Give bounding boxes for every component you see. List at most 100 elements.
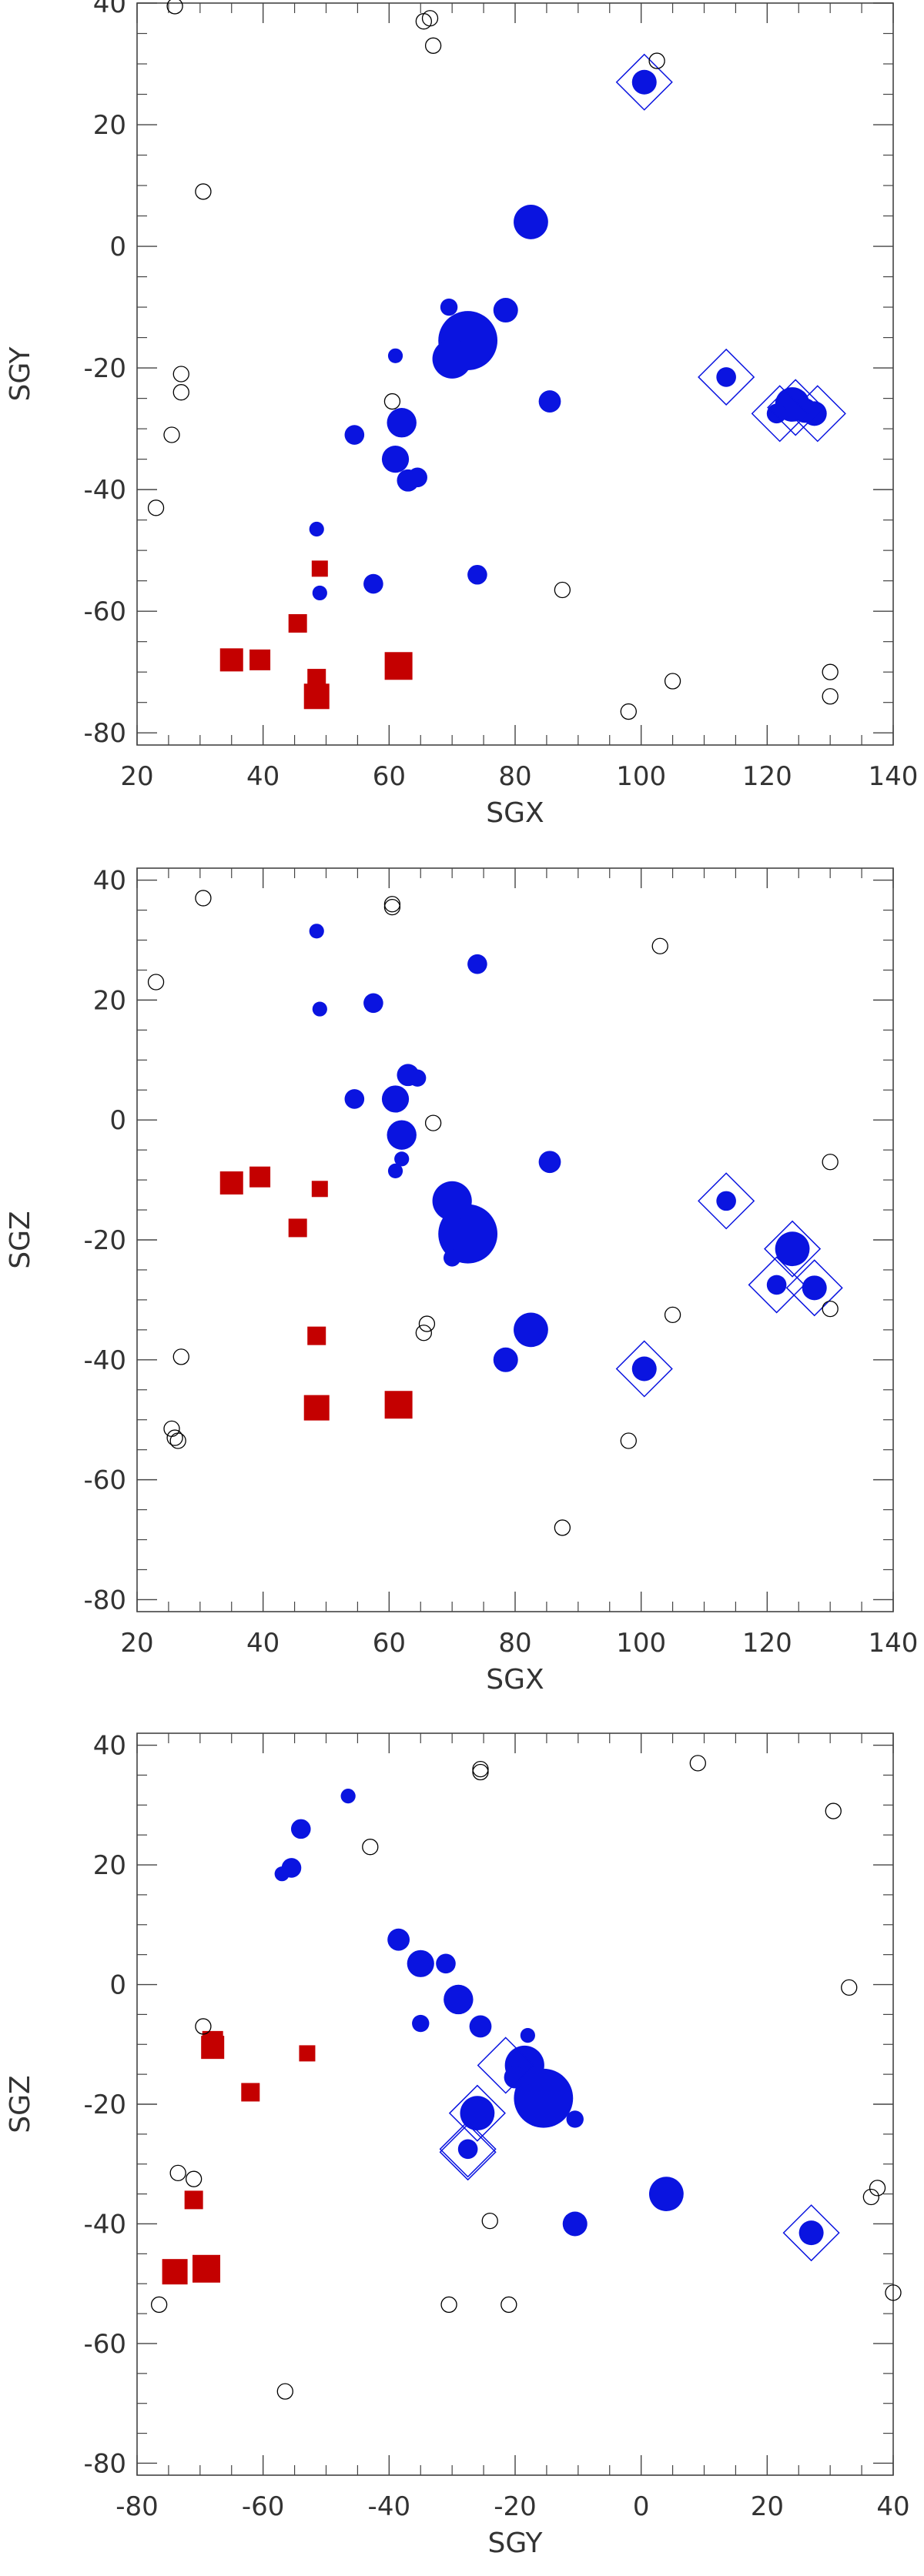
galaxy-point-diamond (615, 1340, 673, 1398)
galaxy-point-square (311, 1181, 328, 1198)
galaxy-point-open (554, 1519, 571, 1536)
galaxy-point-filled (387, 348, 403, 363)
galaxy-point-filled (443, 1249, 461, 1267)
galaxy-point-filled (408, 1069, 427, 1087)
galaxy-point-open (862, 2188, 880, 2206)
galaxy-point-filled (460, 2096, 495, 2131)
x-tick-label: 140 (869, 1628, 919, 1659)
galaxy-point-filled (444, 1984, 474, 2015)
galaxy-point-open (147, 974, 165, 991)
galaxy-point-open (620, 703, 637, 720)
galaxy-point-open (383, 898, 401, 916)
galaxy-point-filled (436, 1953, 456, 1974)
galaxy-point-filled (381, 446, 410, 473)
galaxy-point-filled (344, 425, 365, 445)
galaxy-point-filled (387, 408, 417, 438)
galaxy-point-diamond (767, 379, 825, 436)
x-tick-label: 80 (498, 761, 531, 792)
y-tick-label: -60 (83, 1465, 126, 1496)
galaxy-point-filled (566, 2110, 584, 2128)
y-tick-label: 40 (93, 0, 126, 19)
y-tick-label: -20 (83, 2090, 126, 2120)
galaxy-point-filled (363, 993, 383, 1014)
galaxy-point-open (172, 366, 189, 383)
x-axis-label: SGY (488, 2528, 544, 2559)
galaxy-point-diamond (788, 385, 846, 443)
x-tick-label: 60 (373, 1628, 406, 1659)
x-tick-label: 40 (246, 761, 280, 792)
galaxy-point-filled (802, 401, 827, 426)
x-tick-label: 20 (120, 761, 153, 792)
galaxy-point-open (195, 890, 212, 907)
y-tick-label: -60 (83, 2329, 126, 2360)
galaxy-point-filled (387, 1928, 410, 1951)
galaxy-point-square (241, 2083, 260, 2102)
y-tick-label: -40 (83, 475, 126, 506)
galaxy-point-filled (290, 1819, 311, 1839)
x-tick-label: 40 (876, 2491, 909, 2522)
galaxy-point-open (415, 1325, 432, 1341)
x-tick-label: 20 (120, 1628, 153, 1659)
galaxy-point-open (648, 52, 665, 69)
panel-sgx-sgz: 20 40 60 80 100 120 140 -80 -60 -40 -20 0 20 40 SGX SGZ (5, 866, 918, 1696)
galaxy-point-square (303, 1395, 330, 1421)
y-tick-label: -80 (83, 2448, 126, 2479)
galaxy-point-filled (274, 1866, 290, 1882)
galaxy-point-square (219, 648, 243, 672)
galaxy-point-square (249, 1166, 271, 1188)
galaxy-point-open (169, 2164, 186, 2182)
x-tick-label: 140 (869, 761, 919, 792)
galaxy-point-open (172, 1348, 189, 1365)
galaxy-point-filled (514, 1312, 548, 1348)
galaxy-point-filled (631, 69, 657, 95)
galaxy-point-open (822, 1300, 839, 1318)
y-tick-label: -80 (83, 1585, 126, 1615)
galaxy-point-filled (802, 1275, 827, 1301)
x-axis-label: SGX (486, 797, 544, 829)
galaxy-point-square (311, 560, 328, 577)
galaxy-point-filled (716, 367, 736, 387)
galaxy-point-filled (504, 2066, 527, 2089)
galaxy-point-filled (538, 390, 561, 413)
galaxy-point-filled (766, 403, 787, 424)
galaxy-point-open (163, 426, 180, 443)
x-tick-label: -60 (242, 2491, 285, 2522)
y-tick-label: -20 (83, 353, 126, 384)
galaxy-point-filled (520, 2027, 535, 2043)
galaxy-point-filled (432, 1181, 472, 1221)
y-tick-label: -20 (83, 1225, 126, 1256)
galaxy-point-filled (432, 339, 472, 379)
galaxy-point-filled (798, 2220, 824, 2246)
galaxy-point-filled (514, 205, 548, 239)
x-tick-label: -20 (494, 2491, 537, 2522)
galaxy-point-open (383, 393, 401, 410)
galaxy-point-filled (394, 1151, 410, 1167)
galaxy-point-square (307, 669, 326, 688)
galaxy-point-filled (469, 2015, 492, 2038)
x-tick-label: 20 (751, 2491, 784, 2522)
galaxy-point-filled (457, 2139, 478, 2160)
galaxy-point-filled (716, 1191, 736, 1211)
galaxy-point-open (163, 1420, 180, 1438)
galaxy-point-filled (312, 585, 327, 601)
x-axis-label: SGX (486, 1664, 544, 1696)
galaxy-point-filled (562, 2211, 588, 2237)
galaxy-point-diamond (751, 385, 808, 443)
galaxy-point-open (651, 937, 668, 954)
galaxy-point-open (195, 183, 212, 200)
panel-sgy-sgz: -80 -60 -40 -20 0 20 40 -80 -60 -40 -20 0 20 40 SGY SGZ (5, 1731, 910, 2559)
galaxy-point-filled (467, 954, 487, 974)
x-tick-label: 60 (373, 761, 406, 792)
galaxy-point-open (822, 1154, 839, 1171)
galaxy-point-open (440, 2296, 457, 2314)
galaxy-point-open (169, 1432, 186, 1449)
x-tick-label: -80 (116, 2491, 159, 2522)
galaxy-point-open (415, 13, 432, 30)
x-tick-label: 100 (616, 761, 666, 792)
galaxy-point-diamond (782, 2204, 840, 2262)
galaxy-point-square (202, 2030, 223, 2052)
galaxy-point-diamond (748, 1256, 805, 1314)
y-tick-label: -80 (83, 718, 126, 749)
galaxy-point-open (664, 1306, 681, 1324)
